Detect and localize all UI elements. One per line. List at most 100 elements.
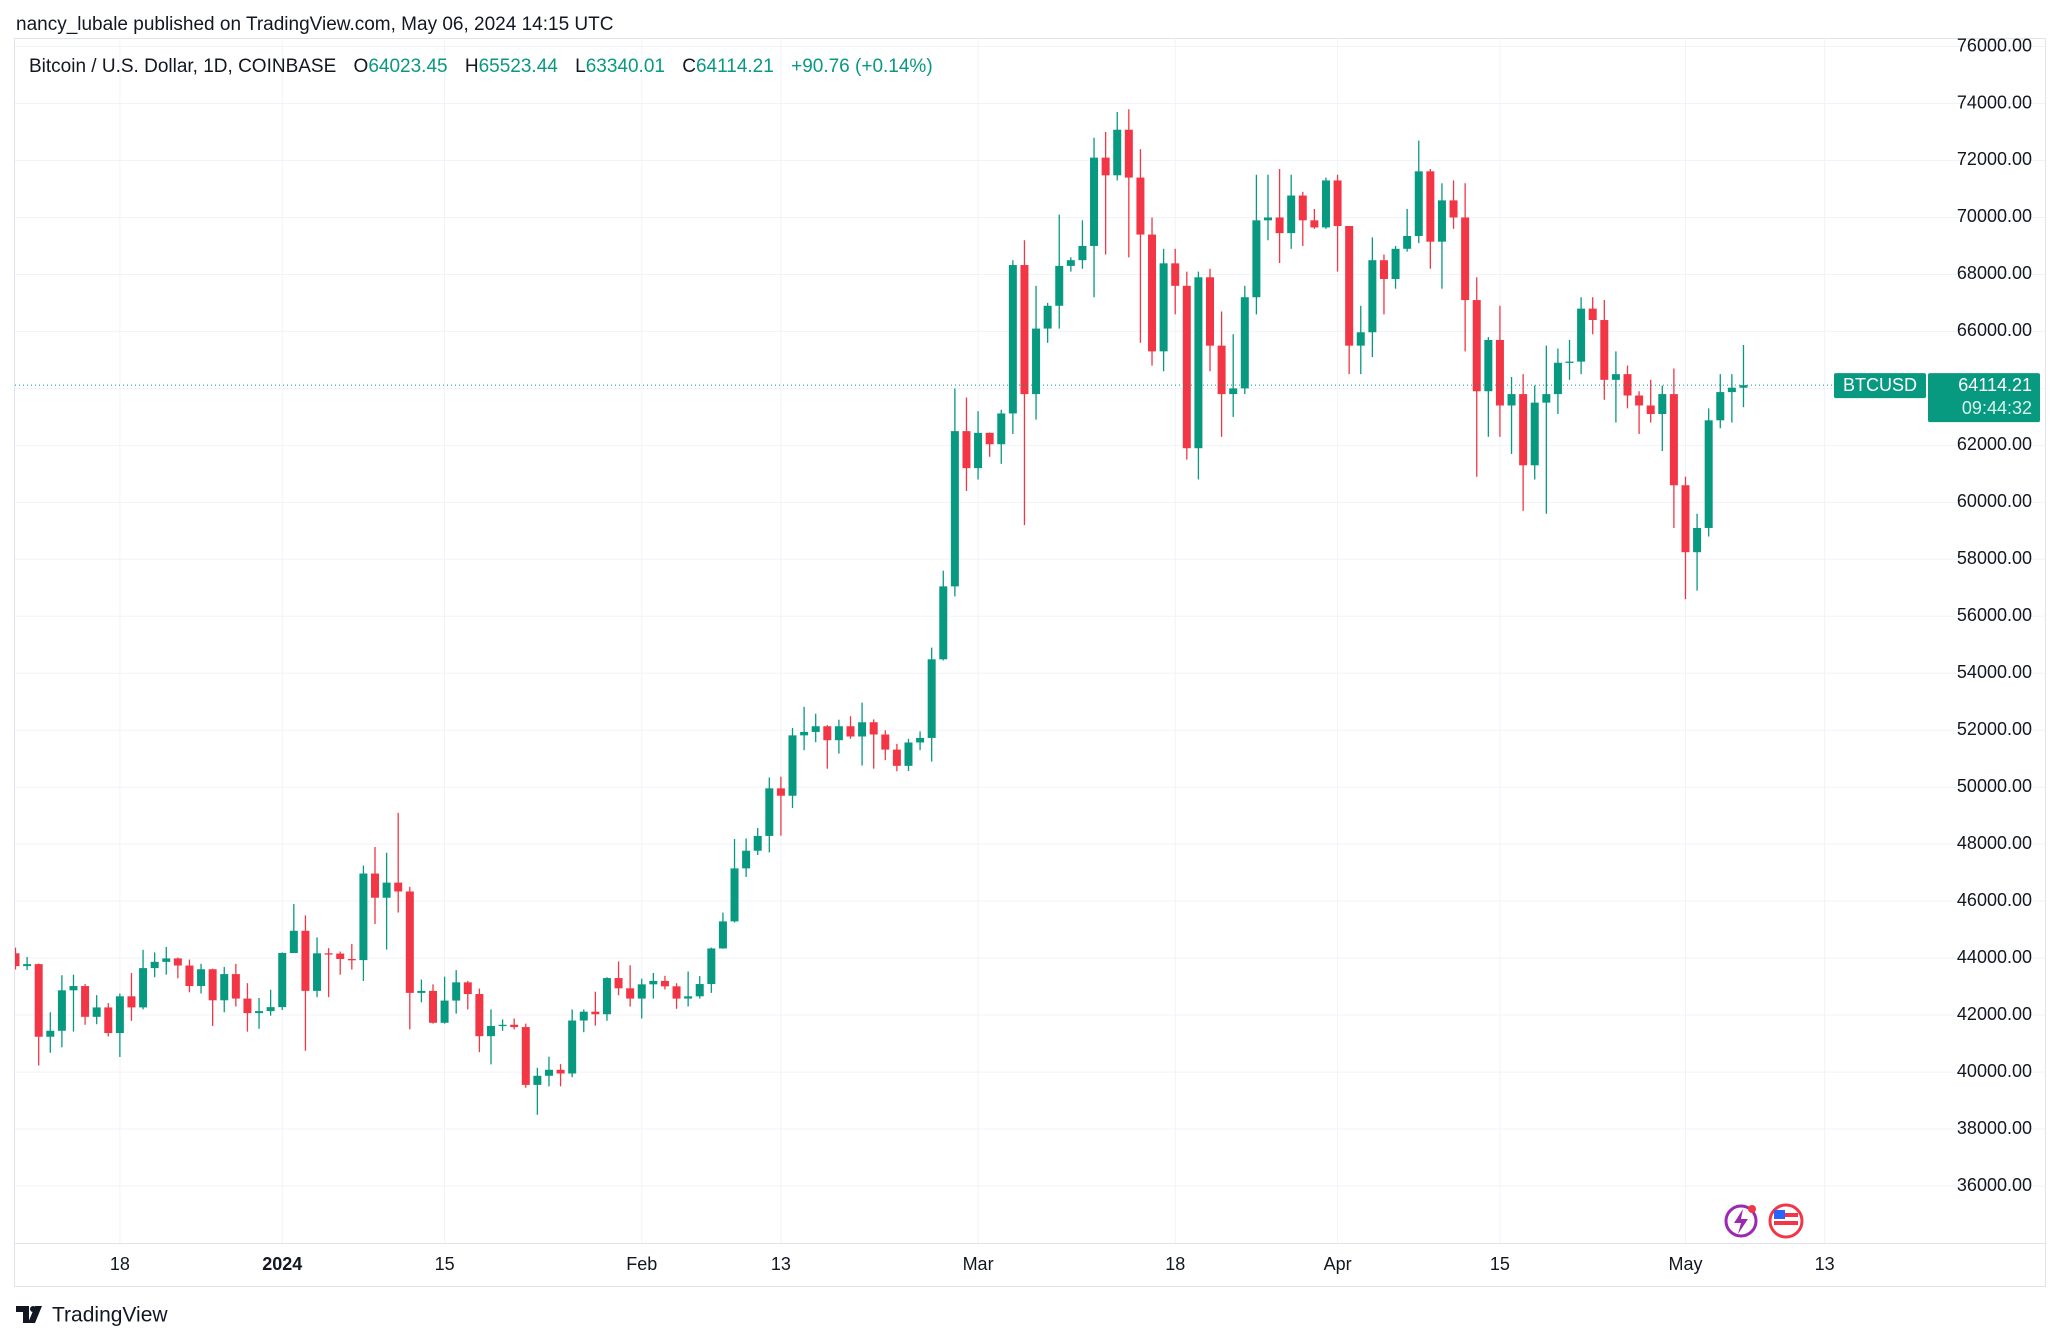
- candle-body: [800, 731, 809, 736]
- candle-body: [579, 1011, 588, 1021]
- flag-stripe: [1774, 1221, 1798, 1225]
- candle-body: [1588, 308, 1597, 321]
- l-value: 63340.01: [585, 56, 665, 77]
- candle-body: [927, 659, 936, 738]
- candle-body: [475, 994, 484, 1037]
- candle-body: [486, 1025, 495, 1037]
- candle-body: [1101, 157, 1110, 176]
- candle-body: [15, 953, 20, 967]
- candle-body: [1530, 402, 1539, 466]
- candle-body: [1553, 362, 1562, 395]
- candle-body: [892, 749, 901, 766]
- candle-body: [707, 948, 716, 985]
- candle-body: [858, 722, 867, 737]
- candle-body: [382, 882, 391, 898]
- candle-body: [347, 958, 356, 961]
- candle-body: [614, 978, 623, 989]
- candle-body: [1043, 305, 1052, 329]
- candle-body: [950, 431, 959, 587]
- events-icon[interactable]: [1724, 1204, 1758, 1238]
- candle-body: [1333, 180, 1342, 227]
- candle-body: [974, 432, 983, 469]
- candle-body: [1159, 263, 1168, 352]
- candle-body: [1182, 285, 1191, 449]
- y-tick-label: 38000.00: [1957, 1118, 2032, 1138]
- x-tick-label: 15: [435, 1254, 455, 1274]
- candle-body: [115, 996, 124, 1034]
- candle-body: [34, 964, 43, 1037]
- y-tick-label: 50000.00: [1957, 776, 2032, 796]
- candle-body: [660, 980, 669, 987]
- candle-body: [1658, 394, 1667, 415]
- candle-body: [1066, 260, 1075, 266]
- y-tick-label: 74000.00: [1957, 92, 2032, 112]
- candle-body: [823, 726, 832, 741]
- candle-body: [1217, 345, 1226, 395]
- candle-body: [962, 431, 971, 469]
- candle-body: [533, 1075, 542, 1085]
- candle-body: [92, 1007, 101, 1017]
- candle-body: [811, 726, 820, 732]
- candle-body: [1403, 235, 1412, 249]
- candle-body: [243, 998, 252, 1014]
- toolbar-icons[interactable]: [1724, 1203, 1804, 1239]
- h-value: 65523.44: [478, 56, 558, 77]
- candle-body: [139, 968, 148, 1008]
- y-tick-label: 68000.00: [1957, 263, 2032, 283]
- y-tick-label: 70000.00: [1957, 206, 2032, 226]
- x-tick-label: 13: [771, 1254, 791, 1274]
- candle-body: [46, 1030, 55, 1037]
- candle-body: [1055, 265, 1064, 306]
- candle-body: [776, 788, 785, 796]
- change: +90.76: [791, 56, 850, 77]
- candle-body: [371, 873, 380, 898]
- candle-body: [1345, 226, 1354, 346]
- y-tick-label: 66000.00: [1957, 320, 2032, 340]
- brand: TradingView: [52, 1304, 168, 1327]
- candle-body: [1194, 277, 1203, 449]
- candle-body: [1310, 220, 1319, 228]
- y-tick-label: 56000.00: [1957, 605, 2032, 625]
- candle-body: [231, 974, 240, 999]
- candle-body: [544, 1069, 553, 1076]
- candle-body: [1136, 177, 1145, 235]
- candle-body: [765, 788, 774, 836]
- x-tick-label: Apr: [1324, 1254, 1352, 1274]
- candle-body: [1472, 300, 1481, 392]
- x-tick-label: Mar: [963, 1254, 994, 1274]
- candle-body: [1090, 157, 1099, 246]
- candle-body: [510, 1024, 519, 1028]
- candle-body: [916, 737, 925, 743]
- candle-body: [313, 953, 322, 991]
- x-tick-label: 13: [1815, 1254, 1835, 1274]
- candle-body: [452, 982, 461, 1001]
- candle-body: [1577, 308, 1586, 362]
- o-label: O: [353, 56, 369, 77]
- candle-body: [788, 735, 797, 796]
- candle-body: [939, 586, 948, 660]
- candle-body: [1113, 129, 1122, 176]
- candle-body: [1263, 217, 1272, 221]
- candle-body: [997, 413, 1006, 445]
- candle-body: [904, 742, 913, 766]
- y-tick-label: 58000.00: [1957, 548, 2032, 568]
- h-label: H: [464, 56, 479, 77]
- candle-body: [1240, 297, 1249, 389]
- countdown-text: 09:44:32: [1962, 398, 2032, 418]
- y-tick-label: 48000.00: [1957, 833, 2032, 853]
- candle-body: [637, 984, 646, 999]
- price-tag-text: 64114.21: [1958, 375, 2032, 395]
- publisher-line: nancy_lubale published on TradingView.co…: [16, 14, 613, 35]
- candle-body: [1275, 217, 1284, 234]
- candle-body: [1287, 195, 1296, 234]
- candle-body: [730, 868, 739, 922]
- candle-body: [881, 734, 890, 750]
- candle-body: [428, 990, 437, 1023]
- y-tick-label: 44000.00: [1957, 947, 2032, 967]
- candle-body: [1008, 265, 1017, 414]
- candle-body: [301, 930, 310, 991]
- candle-body: [127, 996, 136, 1008]
- candle-body: [1519, 394, 1528, 466]
- candle-body: [1600, 320, 1609, 380]
- candle-body: [568, 1020, 577, 1074]
